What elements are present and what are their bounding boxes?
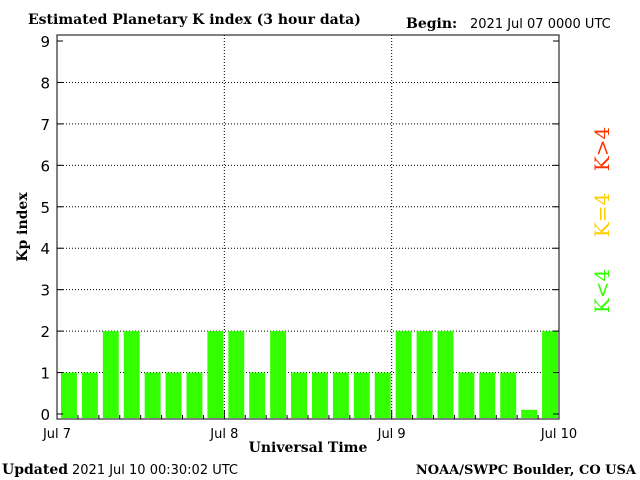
kp-bar — [207, 331, 224, 418]
kp-bar — [102, 331, 119, 418]
kp-bar — [270, 331, 287, 418]
kp-bar — [249, 372, 266, 418]
kp-bar — [291, 372, 307, 418]
legend-k-greater-4: K>4 — [590, 127, 614, 171]
chart-title: Estimated Planetary K index (3 hour data… — [28, 12, 361, 28]
x-tick-label: Jul 9 — [377, 427, 406, 442]
begin-label: Begin: — [406, 16, 457, 32]
y-axis-label: Kp index — [15, 192, 31, 262]
kp-bar — [479, 372, 496, 418]
x-axis-ticks: Jul 7 Jul 8 Jul 9 Jul 10 — [42, 410, 577, 442]
kp-bar — [458, 372, 475, 418]
grid-lines — [57, 35, 559, 419]
y-tick-label: 5 — [40, 199, 50, 217]
kp-bar — [521, 409, 538, 418]
x-tick-label: Jul 7 — [42, 427, 71, 442]
kp-bar — [500, 372, 517, 418]
kp-bar — [353, 372, 370, 418]
legend-k-less-4: K<4 — [590, 269, 614, 313]
x-tick-label: Jul 10 — [540, 427, 577, 442]
kp-bar — [312, 372, 328, 418]
kp-bar — [332, 372, 349, 418]
y-tick-label: 4 — [40, 240, 50, 258]
y-tick-label: 0 — [40, 406, 50, 424]
legend-k-equal-4: K=4 — [590, 193, 614, 237]
x-axis-label: Universal Time — [249, 440, 368, 456]
y-tick-label: 1 — [40, 365, 50, 383]
y-axis-ticks: 0 1 2 3 4 5 6 7 8 9 — [40, 33, 559, 424]
kp-bar — [437, 331, 454, 418]
y-tick-label: 2 — [40, 323, 50, 341]
x-tick-label: Jul 8 — [209, 427, 238, 442]
kp-bar — [395, 331, 412, 418]
kp-bar — [416, 331, 433, 418]
begin-value: 2021 Jul 07 0000 UTC — [470, 17, 611, 32]
kp-bar — [61, 372, 77, 418]
y-tick-label: 7 — [40, 116, 50, 134]
updated-value: 2021 Jul 10 00:30:02 UTC — [72, 463, 238, 478]
y-tick-label: 8 — [40, 74, 50, 92]
kp-bar — [186, 372, 203, 418]
y-tick-label: 3 — [40, 282, 50, 300]
y-tick-label: 9 — [40, 33, 50, 51]
bar-series — [61, 331, 558, 418]
kp-bar — [542, 331, 558, 418]
updated-label: Updated — [2, 462, 68, 478]
kp-bar — [165, 372, 182, 418]
kp-bar — [228, 331, 245, 418]
source-credit: NOAA/SWPC Boulder, CO USA — [416, 463, 637, 478]
kp-bar — [374, 372, 391, 418]
y-tick-label: 6 — [40, 157, 50, 175]
kp-bar — [81, 372, 98, 418]
kp-bar — [123, 331, 140, 418]
kp-bar — [144, 372, 161, 418]
